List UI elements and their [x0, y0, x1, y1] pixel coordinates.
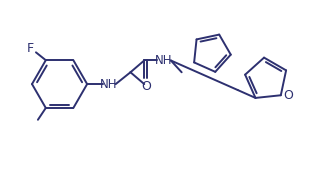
Text: O: O — [141, 79, 151, 93]
Text: NH: NH — [100, 78, 117, 91]
Text: NH: NH — [155, 54, 173, 67]
Text: F: F — [26, 42, 33, 55]
Text: O: O — [284, 89, 293, 102]
